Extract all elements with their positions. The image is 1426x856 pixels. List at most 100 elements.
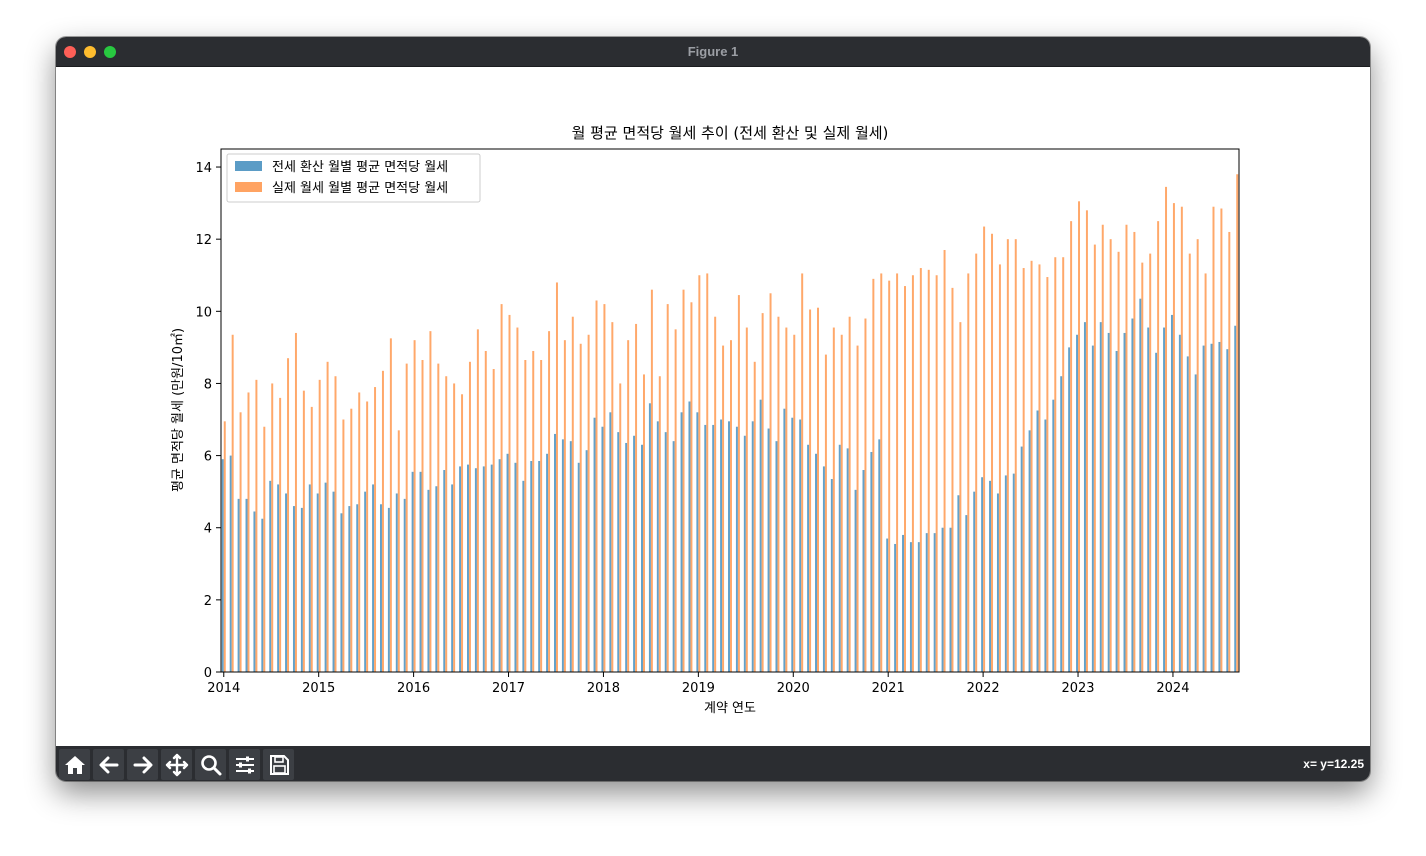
bar-series-1 <box>941 527 944 672</box>
bar-series-1 <box>411 471 414 672</box>
bar-series-1 <box>648 403 651 672</box>
bar-series-1 <box>419 471 422 672</box>
bar-series-1 <box>965 515 968 672</box>
bar-series-2 <box>983 226 986 673</box>
bar-series-2 <box>1141 262 1144 672</box>
bar-series-1 <box>340 513 343 672</box>
bar-series-2 <box>1085 210 1088 672</box>
bar-series-2 <box>461 394 464 672</box>
bar-series-2 <box>429 331 432 672</box>
title-bar: Figure 1 <box>56 37 1370 67</box>
bar-series-1 <box>530 461 533 672</box>
save-icon <box>269 754 289 775</box>
plot-frame <box>220 148 1240 673</box>
bar-series-1 <box>490 464 493 672</box>
search-icon <box>200 754 221 775</box>
figure-window: Figure 1 0 2 4 6 8 10 12 14 2014 2015 2016 2017 201… <box>56 37 1370 781</box>
forward-button[interactable] <box>127 749 158 780</box>
configure-button[interactable] <box>229 749 260 780</box>
bar-series-2 <box>1030 260 1033 672</box>
bar-series-2 <box>342 419 345 672</box>
bar-series-1 <box>554 433 556 672</box>
bar-series-1 <box>909 542 912 672</box>
bar-series-2 <box>563 340 566 672</box>
bar-series-2 <box>753 361 756 672</box>
bar-series-1 <box>672 441 675 672</box>
bar-series-1 <box>364 491 367 672</box>
back-button[interactable] <box>93 749 124 780</box>
bar-series-2 <box>1188 253 1191 672</box>
bar-series-1 <box>1091 345 1094 672</box>
bar-series-1 <box>443 470 446 672</box>
bar-series-1 <box>696 412 699 672</box>
bar-series-1 <box>902 534 905 672</box>
bar-series-2 <box>674 329 677 672</box>
bar-series-1 <box>1107 332 1110 672</box>
y-tick-label: 12 <box>195 233 212 248</box>
bar-series-1 <box>435 486 438 672</box>
save-button[interactable] <box>263 749 294 780</box>
bar-series-1 <box>292 506 295 672</box>
bar-series-2 <box>334 376 337 672</box>
bar-series-1 <box>1210 343 1213 672</box>
bar-series-1 <box>522 480 525 672</box>
bar-series-1 <box>973 491 976 672</box>
bar-series-2 <box>413 340 416 672</box>
window-title: Figure 1 <box>687 44 739 59</box>
bar-series-2 <box>500 304 503 672</box>
bar-series-2 <box>381 370 384 672</box>
x-axis: 2014 2015 2016 2017 2018 2019 2020 2021 2022 2023… <box>207 672 1189 696</box>
figure-canvas[interactable]: 0 2 4 6 8 10 12 14 2014 2015 2016 2017 2018 2019 2020… <box>56 67 1370 746</box>
bar-series-1 <box>870 451 873 672</box>
bar-series-2 <box>658 376 661 672</box>
bar-series-1 <box>1068 347 1071 672</box>
bar-series-2 <box>1093 244 1096 672</box>
x-tick-label: 2020 <box>777 681 810 696</box>
bar-series-2 <box>1180 206 1183 672</box>
bar-series-2 <box>698 275 701 672</box>
bar-series-2 <box>722 345 725 672</box>
zoom-button[interactable] <box>195 749 226 780</box>
bar-series-1 <box>981 477 984 672</box>
bar-series-1 <box>585 450 588 672</box>
bar-series-2 <box>848 316 851 672</box>
x-axis-label: 계약 연도 <box>704 701 756 716</box>
bar-series-2 <box>904 286 906 672</box>
bar-series-1 <box>474 468 477 672</box>
legend-swatch-series-1 <box>235 161 262 171</box>
bar-series-1 <box>625 442 628 672</box>
bar-series-1 <box>933 533 936 672</box>
bar-series-1 <box>1099 322 1102 672</box>
bar-series-2 <box>508 314 511 672</box>
close-button[interactable] <box>64 46 76 58</box>
home-button[interactable] <box>59 749 90 780</box>
bar-series-1 <box>229 455 232 672</box>
bar-series-2 <box>611 322 614 672</box>
bar-series-1 <box>348 506 351 672</box>
bar-series-1 <box>387 507 390 672</box>
bar-series-2 <box>991 233 994 672</box>
bar-series-2 <box>975 253 978 672</box>
bar-series-2 <box>635 323 638 672</box>
bar-series-2 <box>310 406 313 672</box>
bar-series-1 <box>427 489 430 672</box>
bar-series-2 <box>1204 273 1207 672</box>
bar-series-2 <box>302 390 305 672</box>
bar-series-2 <box>287 358 290 672</box>
maximize-button[interactable] <box>104 46 116 58</box>
bar-series-2 <box>437 363 440 672</box>
bar-series-2 <box>872 278 875 672</box>
x-tick-label: 2015 <box>302 681 335 696</box>
bar-series-1 <box>1163 327 1166 672</box>
bar-series-2 <box>587 334 590 672</box>
bar-series-1 <box>720 419 723 672</box>
bar-series-2 <box>255 379 258 672</box>
x-tick-label: 2022 <box>967 681 1000 696</box>
minimize-button[interactable] <box>84 46 96 58</box>
x-tick-label: 2018 <box>587 681 620 696</box>
pan-button[interactable] <box>161 749 192 780</box>
bar-series-2 <box>967 273 970 672</box>
bar-series-2 <box>832 327 835 672</box>
bar-series-1 <box>482 466 485 672</box>
bar-series-1 <box>830 479 833 672</box>
